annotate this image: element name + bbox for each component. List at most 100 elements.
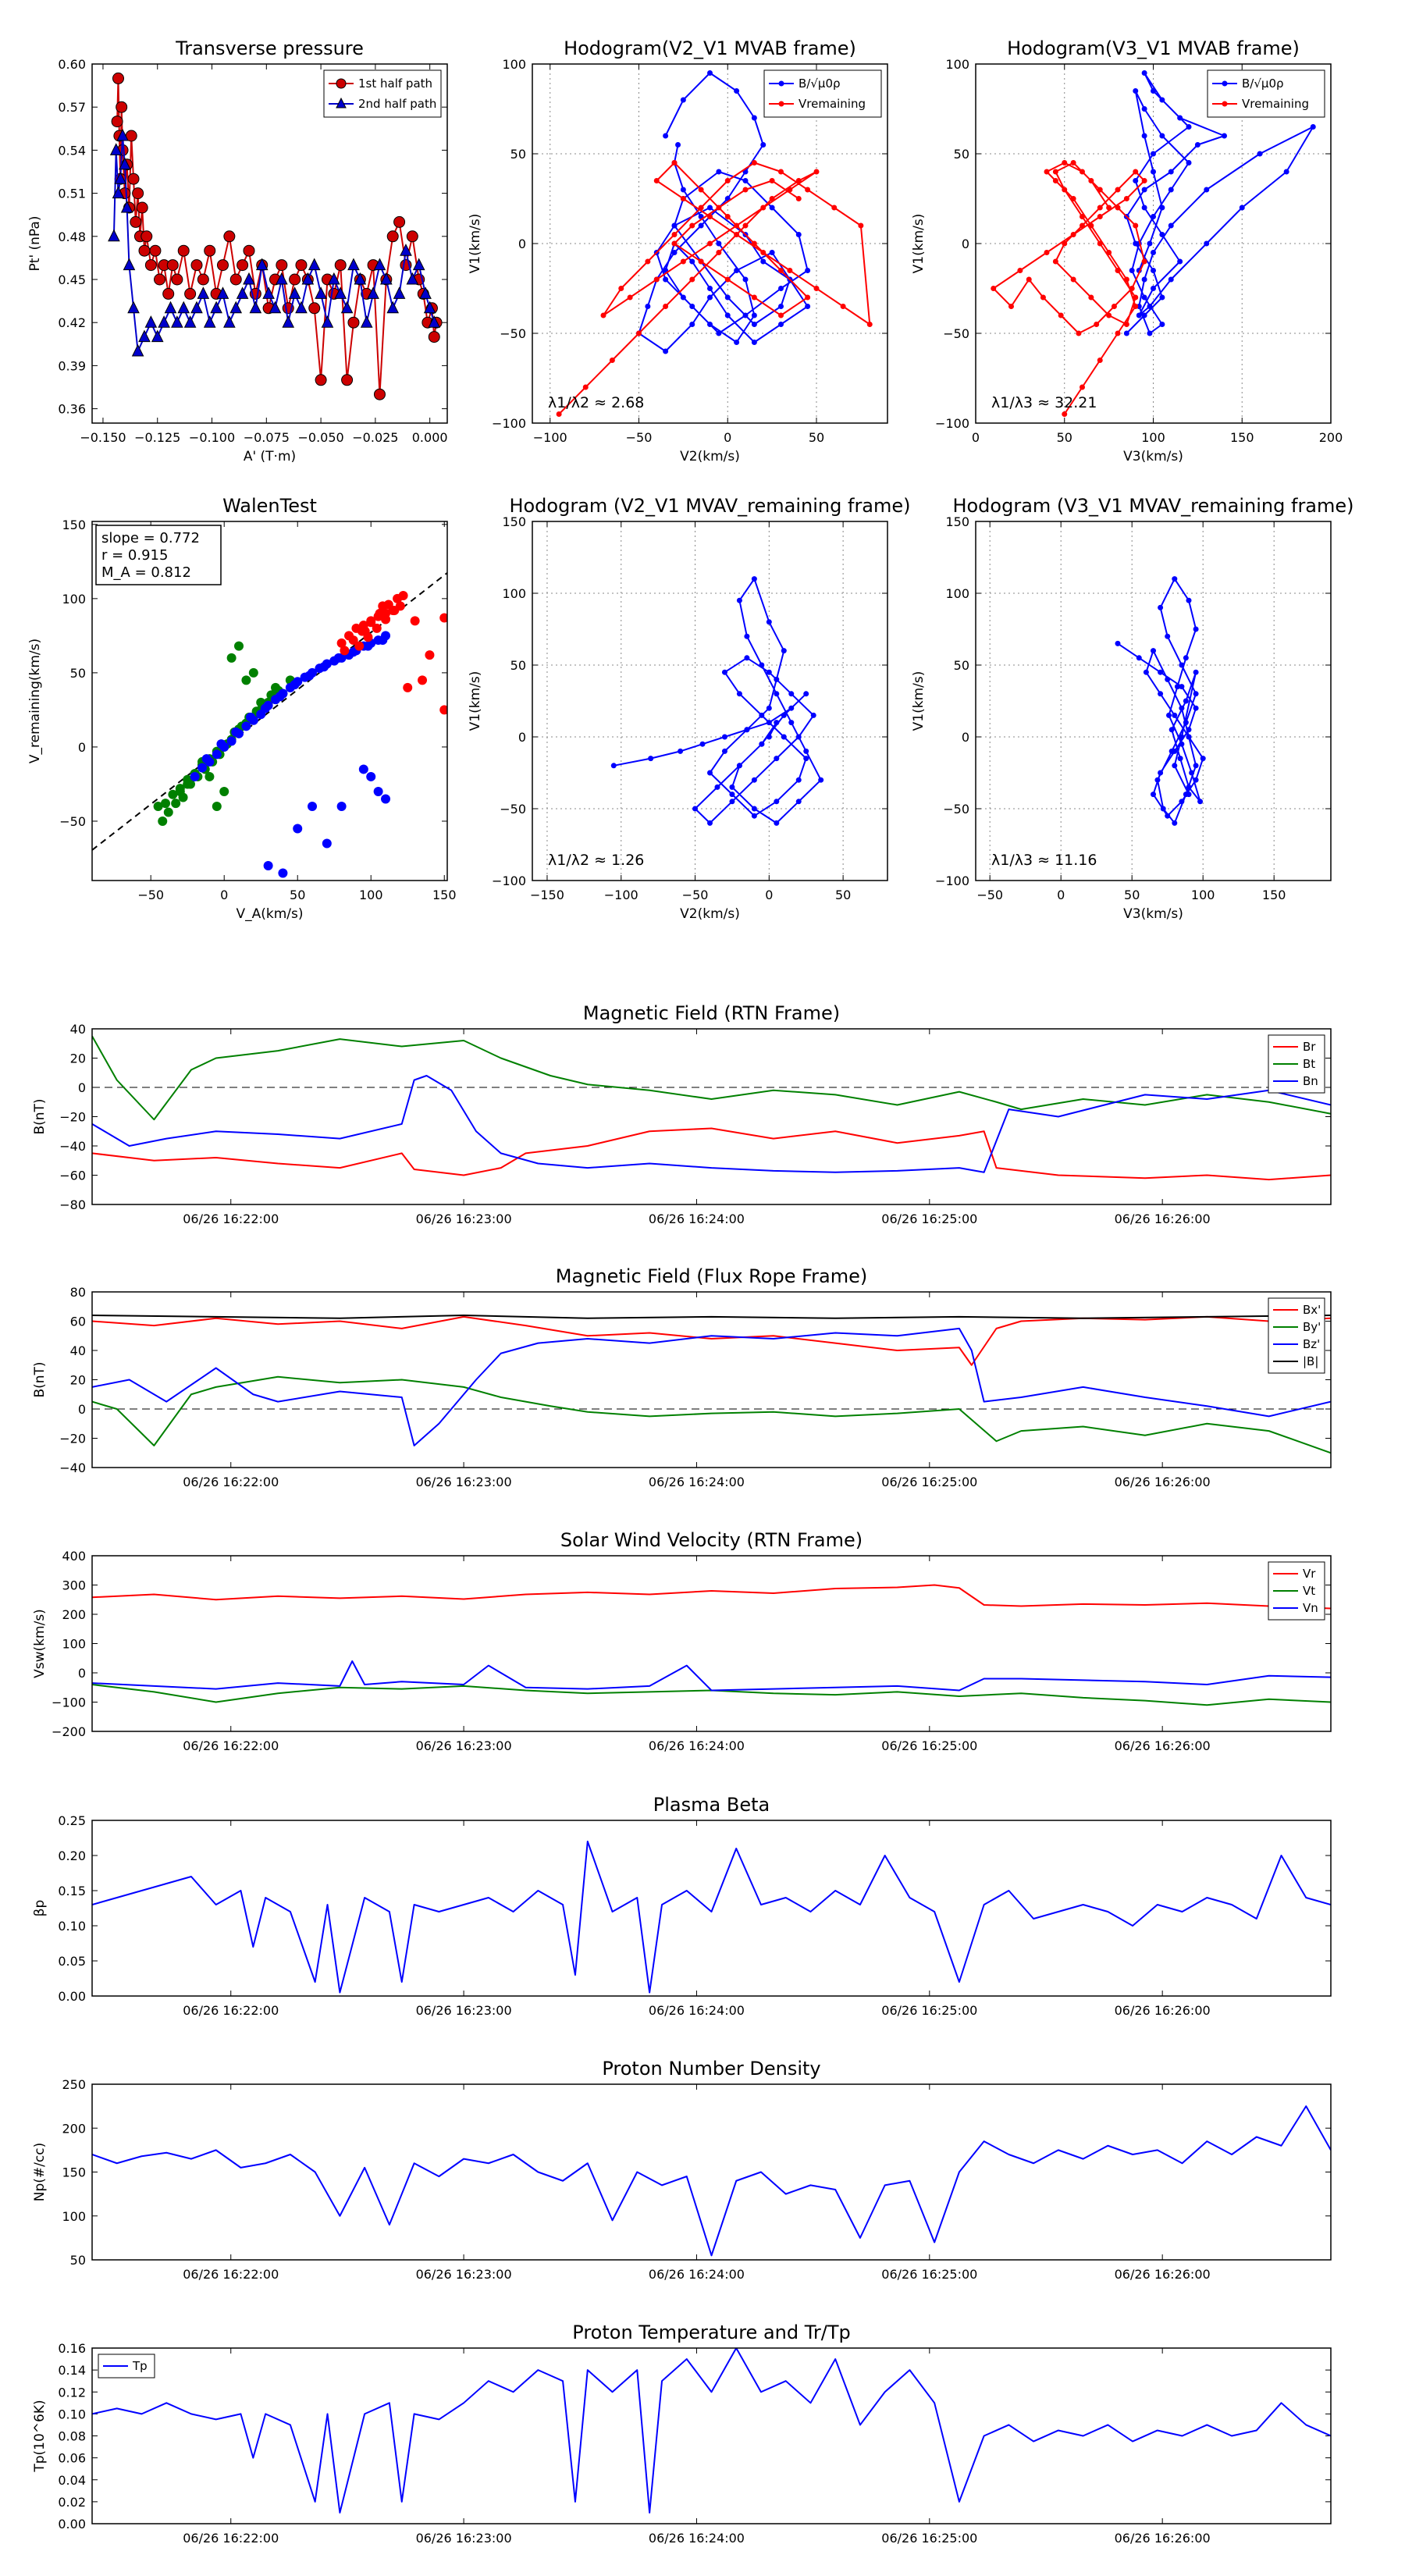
data-point — [1165, 813, 1171, 819]
y-tick-label: 0 — [78, 1402, 86, 1417]
chart-hodo_v3v1_mvab: Hodogram(V3_V1 MVAB frame) 0 50 100 150 200 −1… — [911, 37, 1343, 464]
data-point — [742, 312, 749, 318]
plot-frame — [91, 63, 448, 424]
data-point — [410, 616, 420, 626]
data-point — [689, 276, 695, 283]
data-point — [1159, 322, 1165, 327]
data-point — [1183, 698, 1189, 704]
data-point — [680, 258, 686, 265]
data-point — [1097, 358, 1103, 363]
data-point — [1097, 214, 1103, 219]
data-point — [1168, 222, 1174, 229]
data-point — [243, 272, 255, 285]
data-point — [1052, 169, 1058, 175]
series-vremaining — [556, 160, 873, 417]
series-line — [92, 1584, 1331, 1610]
data-point — [360, 626, 370, 636]
data-point — [774, 799, 780, 805]
data-point — [707, 770, 713, 776]
data-point — [1177, 258, 1183, 265]
y-tick-label: 0.42 — [58, 315, 86, 330]
data-point — [112, 72, 124, 84]
y-tick-label: −40 — [59, 1461, 86, 1475]
data-point — [736, 597, 742, 603]
data-point — [1186, 597, 1192, 603]
data-point — [751, 312, 757, 318]
data-point — [1165, 633, 1171, 639]
data-point — [769, 178, 775, 183]
data-point — [308, 258, 321, 271]
data-point — [216, 286, 229, 299]
data-point — [216, 739, 226, 749]
y-tick-label: 0.12 — [58, 2385, 86, 2400]
data-point — [212, 801, 222, 811]
data-point — [805, 294, 811, 301]
chart-title: Magnetic Field (RTN Frame) — [583, 1002, 840, 1024]
y-axis-label: V_remaining(km/s) — [27, 639, 43, 763]
data-point — [760, 142, 767, 148]
data-point — [627, 294, 633, 301]
data-point — [276, 272, 288, 285]
data-point — [1141, 178, 1147, 183]
data-point — [190, 771, 200, 781]
x-tick-label: 06/26 16:22:00 — [183, 2267, 279, 2282]
data-point — [766, 669, 772, 675]
data-point — [1141, 133, 1147, 139]
data-point — [131, 343, 144, 357]
y-tick-label: −50 — [943, 326, 969, 341]
data-point — [423, 301, 436, 314]
data-point — [381, 794, 391, 804]
data-point — [241, 721, 251, 731]
series-line — [92, 1075, 1331, 1173]
legend-label: Vt — [1303, 1584, 1315, 1598]
data-point — [1158, 691, 1164, 697]
data-point — [774, 720, 780, 726]
y-tick-label: 50 — [954, 147, 969, 162]
data-point — [366, 617, 376, 628]
data-point — [358, 764, 368, 774]
data-point — [609, 358, 615, 363]
x-tick-label: 150 — [1262, 888, 1286, 902]
data-point — [241, 675, 251, 685]
data-point — [778, 268, 784, 273]
data-point — [1058, 312, 1064, 318]
data-point — [671, 250, 678, 255]
data-point — [778, 322, 784, 327]
data-point — [788, 705, 795, 711]
ratio-annotation: λ1/λ2 ≈ 2.68 — [548, 394, 644, 411]
data-point — [788, 691, 795, 697]
data-point — [226, 736, 237, 746]
data-point — [386, 230, 399, 243]
data-point — [803, 756, 809, 762]
data-point — [781, 712, 787, 718]
x-tick-label: −0.025 — [352, 430, 398, 445]
series-vr — [92, 1584, 1331, 1610]
data-point — [263, 860, 273, 870]
chart-title: Plasma Beta — [653, 1794, 770, 1816]
data-point — [671, 232, 678, 237]
y-tick-label: 50 — [70, 666, 86, 681]
data-point — [1115, 268, 1121, 273]
y-tick-label: −100 — [492, 416, 526, 431]
data-point — [769, 196, 775, 201]
data-point — [229, 301, 243, 314]
data-point — [1129, 286, 1135, 291]
data-point — [721, 748, 727, 754]
data-point — [788, 720, 795, 726]
y-tick-label: 50 — [70, 2253, 86, 2268]
data-point — [769, 205, 775, 211]
data-point — [781, 734, 787, 740]
data-point — [1310, 124, 1316, 130]
legend: B/√μ0ρ Vremaining — [1207, 69, 1325, 118]
data-point — [288, 286, 301, 299]
data-point — [724, 276, 731, 283]
data-point — [680, 294, 686, 301]
data-point — [1151, 88, 1156, 94]
data-point — [127, 173, 140, 185]
data-point — [734, 222, 740, 229]
data-point — [751, 806, 757, 812]
data-point — [219, 786, 229, 796]
data-point — [778, 169, 784, 175]
data-point — [1159, 97, 1165, 103]
y-tick-label: 50 — [954, 658, 969, 673]
